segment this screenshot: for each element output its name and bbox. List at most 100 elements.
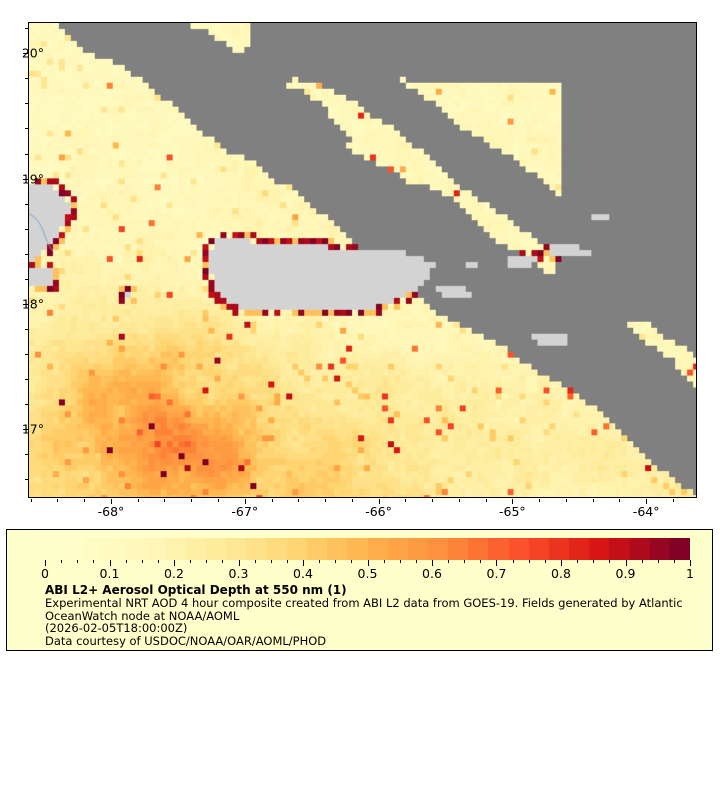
longitude-tick-minor: [298, 499, 300, 502]
longitude-tick-minor: [672, 499, 674, 502]
colorbar-tick-minor: [126, 560, 127, 563]
latitude-tick-label: 17°: [21, 421, 44, 437]
colorbar-tick-label: 1: [686, 566, 694, 581]
colorbar-tick-major: [368, 560, 369, 566]
longitude-tick-label: -67°: [231, 504, 259, 519]
latitude-tick-minor: [25, 379, 28, 380]
colorbar-tick-minor: [190, 560, 191, 563]
longitude-tick-minor: [325, 499, 327, 502]
longitude-tick-minor: [619, 499, 621, 502]
colorbar-tick-minor: [319, 560, 320, 563]
colorbar-tick-minor: [142, 560, 143, 563]
latitude-tick-major: [23, 178, 28, 180]
legend-courtesy: Data courtesy of USDOC/NOAA/OAR/AOML/PHO…: [45, 633, 327, 648]
colorbar-tick-label: 0.4: [293, 566, 313, 581]
colorbar-tick-label: 0.6: [422, 566, 442, 581]
latitude-tick-minor: [25, 128, 28, 130]
latitude-tick-label: 18°: [21, 296, 44, 312]
colorbar-tick-minor: [464, 560, 465, 563]
longitude-tick-major: [244, 499, 246, 504]
colorbar-tick-minor: [287, 560, 288, 563]
longitude-tick-minor: [405, 499, 407, 502]
aod-raster-layer: [29, 23, 696, 497]
legend-title: ABI L2+ Aerosol Optical Depth at 550 nm …: [45, 583, 347, 597]
latitude-tick-minor: [25, 404, 28, 406]
latitude-tick-major: [23, 303, 28, 305]
legend-timestamp: (2026-02-05T18:00:00Z): [45, 621, 188, 635]
colorbar-tick-minor: [255, 560, 256, 563]
colorbar-tick-major: [303, 560, 304, 566]
colorbar-tick-major: [45, 560, 46, 566]
legend-caption: ABI L2+ Aerosol Optical Depth at 550 nm …: [45, 583, 705, 647]
colorbar-tick-minor: [658, 560, 659, 563]
map-figure: 17° 18° 19° 20° -68° -67° -66° -65° -64°: [21, 22, 697, 519]
colorbar[interactable]: [45, 538, 690, 560]
longitude-tick-minor: [565, 499, 567, 502]
colorbar-tick-label: 0.3: [228, 566, 249, 581]
latitude-tick-minor: [25, 278, 28, 280]
longitude-tick-major: [646, 499, 648, 504]
latitude-tick-minor: [25, 203, 28, 205]
map-plot-area[interactable]: [28, 22, 697, 498]
colorbar-tick-minor: [416, 560, 417, 563]
latitude-tick-minor: [25, 328, 28, 330]
colorbar-tick-label: 0.7: [486, 566, 507, 581]
latitude-tick-major: [23, 429, 28, 431]
latitude-tick-minor: [25, 228, 28, 230]
latitude-tick-minor: [25, 103, 28, 105]
longitude-tick-minor: [84, 499, 86, 502]
colorbar-tick-minor: [335, 560, 336, 563]
colorbar-tick-major: [690, 560, 691, 566]
colorbar-tick-minor: [351, 560, 352, 563]
legend-description-line-1: Experimental NRT AOD 4 hour composite cr…: [45, 596, 683, 610]
latitude-tick-minor: [25, 78, 28, 80]
colorbar-tick-minor: [529, 560, 530, 563]
longitude-tick-minor: [592, 499, 594, 502]
colorbar-gradient: [45, 538, 690, 560]
colorbar-tick-minor: [642, 560, 643, 563]
colorbar-tick-major: [239, 560, 240, 566]
colorbar-tick-minor: [513, 560, 514, 563]
latitude-tick-minor: [25, 353, 28, 355]
longitude-tick-minor: [432, 499, 434, 502]
latitude-tick-label: 19°: [21, 171, 44, 187]
colorbar-tick-minor: [384, 560, 385, 563]
latitude-tick-minor: [25, 454, 28, 456]
latitude-tick-minor: [25, 479, 28, 481]
longitude-tick-label: -65°: [499, 504, 526, 519]
latitude-tick-minor: [25, 253, 28, 255]
colorbar-tick-minor: [271, 560, 272, 563]
colorbar-tick-minor: [674, 560, 675, 563]
longitude-tick-minor: [137, 499, 139, 502]
longitude-tick-major: [378, 499, 380, 504]
longitude-tick-label: -68°: [97, 504, 125, 519]
longitude-tick-label: -64°: [632, 504, 660, 519]
colorbar-tick-label: 0: [41, 566, 49, 581]
colorbar-tick-minor: [593, 560, 594, 563]
longitude-tick-minor: [539, 499, 541, 502]
colorbar-tick-major: [110, 560, 111, 566]
longitude-tick-minor: [57, 499, 59, 502]
latitude-tick-major: [23, 53, 28, 55]
longitude-tick-minor: [458, 499, 460, 502]
longitude-tick-minor: [30, 499, 32, 502]
colorbar-tick-major: [626, 560, 627, 566]
colorbar-tick-minor: [61, 560, 62, 563]
colorbar-tick-minor: [448, 560, 449, 563]
legend-panel: 0 0.1 0.2 0.3 0.4 0.5 0.6 0.7 0.8 0.9 1 ABI L2+ Ae…: [6, 529, 713, 651]
colorbar-tick-minor: [158, 560, 159, 563]
longitude-tick-minor: [351, 499, 353, 502]
colorbar-tick-label: 0.9: [615, 566, 636, 581]
longitude-tick-minor: [271, 499, 273, 502]
longitude-tick-major: [110, 499, 112, 504]
longitude-tick-major: [512, 499, 514, 504]
colorbar-tick-major: [496, 560, 497, 566]
longitude-tick-minor: [191, 499, 193, 502]
colorbar-tick-minor: [400, 560, 401, 563]
colorbar-tick-minor: [77, 560, 78, 563]
colorbar-tick-label: 0.2: [164, 566, 184, 581]
colorbar-tick-major: [561, 560, 562, 566]
colorbar-tick-label: 0.5: [357, 566, 378, 581]
longitude-tick-minor: [164, 499, 166, 502]
legend-description-line-2: OceanWatch node at NOAA/AOML: [45, 608, 240, 623]
